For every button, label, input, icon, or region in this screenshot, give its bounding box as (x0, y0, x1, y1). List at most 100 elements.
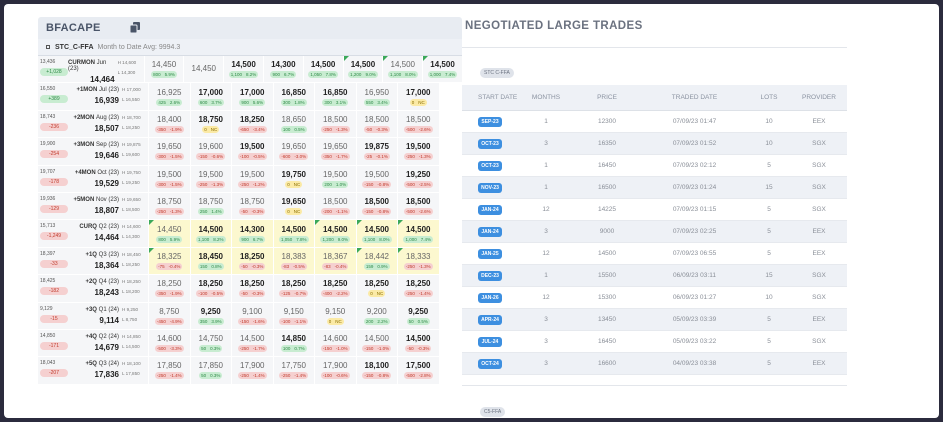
table-row[interactable]: JAN-24 12 14225 07/09/23 01:15 5 SGX (462, 199, 847, 221)
row-header[interactable]: 19,936 -129 +5MON Nov (23) 18,807 H 19,650 L … (38, 192, 148, 220)
price-cell[interactable]: 14,450 800 5.9% (149, 220, 190, 247)
price-cell[interactable]: 17,750 -250 -1.4% (273, 357, 314, 384)
price-cell[interactable]: 18,500 -500 -2.6% (398, 110, 439, 138)
price-cell[interactable]: 19,500 200 1.0% (315, 165, 356, 192)
copy-icon[interactable] (130, 22, 140, 33)
price-cell[interactable]: 14,500 1,000 7.4% (423, 56, 462, 83)
price-cell[interactable]: 9,150 -100 -1.1% (273, 302, 314, 329)
price-cell[interactable]: 9,250 50 0.5% (398, 302, 439, 329)
price-cell[interactable]: 18,750 -250 -1.3% (149, 192, 190, 220)
price-cell[interactable]: 14,450 800 5.9% (144, 56, 184, 83)
row-header[interactable]: 18,397 -33 +1Q Q3 (23) 18,364 H 18,450 L 18,2… (38, 247, 148, 275)
price-cell[interactable]: 16,850 300 1.8% (273, 83, 314, 110)
price-cell[interactable]: 18,250 -100 -0.5% (190, 275, 231, 302)
table-row[interactable]: OCT-23 1 16450 07/09/23 02:12 5 SGX (462, 155, 847, 177)
price-cell[interactable]: 19,500 -250 -1.3% (190, 165, 231, 192)
table-row[interactable]: OCT-23 3 16350 07/09/23 01:52 10 SGX (462, 133, 847, 155)
price-cell[interactable]: 18,100 -150 -0.8% (356, 357, 397, 384)
table-row[interactable]: JAN-26 12 15300 06/09/23 01:27 10 SGX (462, 287, 847, 309)
price-cell[interactable]: 18,500 -500 -2.6% (398, 192, 439, 220)
price-cell[interactable]: 9,200 200 2.2% (356, 302, 397, 329)
price-cell[interactable]: 18,367 -83 -0.4% (315, 247, 356, 275)
price-cell[interactable]: 19,500 -250 -1.3% (398, 138, 439, 165)
contract-tag-next[interactable]: C5-FFA (480, 407, 506, 417)
price-cell[interactable]: 18,325 -75 -0.4% (149, 247, 190, 275)
price-cell[interactable]: 19,650 -350 -1.7% (315, 138, 356, 165)
price-cell[interactable]: 14,500 1,000 7.4% (398, 220, 439, 247)
price-cell[interactable]: 18,383 -83 -0.5% (273, 247, 314, 275)
price-cell[interactable]: 18,250 -400 -2.2% (315, 275, 356, 302)
price-cell[interactable]: 18,250 -650 -3.4% (232, 110, 273, 138)
price-cell[interactable]: 14,600 -150 -1.0% (315, 329, 356, 357)
price-cell[interactable]: 19,500 -250 -1.2% (232, 165, 273, 192)
price-cell[interactable]: 14,500 -150 -1.0% (356, 329, 397, 357)
price-cell[interactable]: 17,000 900 5.6% (232, 83, 273, 110)
price-cell[interactable]: 18,400 -350 -1.9% (149, 110, 190, 138)
price-cell[interactable]: 17,500 -500 -2.8% (398, 357, 439, 384)
table-row[interactable]: OCT-24 3 16600 04/09/23 03:38 5 EEX (462, 353, 847, 375)
price-cell[interactable]: 14,500 1,050 7.8% (303, 56, 343, 83)
price-cell[interactable]: 18,750 0 NC (190, 110, 231, 138)
price-cell[interactable]: 18,250 -125 -0.7% (273, 275, 314, 302)
price-cell[interactable]: 14,500 1,200 9.0% (343, 56, 383, 83)
price-cell[interactable]: 14,500 1,100 8.2% (190, 220, 231, 247)
collapse-square-icon[interactable] (46, 45, 50, 49)
price-cell[interactable]: 18,250 -350 -1.9% (149, 275, 190, 302)
price-cell[interactable]: 17,000 600 3.7% (190, 83, 231, 110)
price-cell[interactable]: 8,750 -450 -4.9% (149, 302, 190, 329)
price-cell[interactable]: 19,500 -150 -0.8% (356, 165, 397, 192)
price-cell[interactable]: 14,750 50 0.3% (190, 329, 231, 357)
price-cell[interactable]: 19,500 -300 -1.5% (149, 165, 190, 192)
row-header[interactable]: 9,129 -15 +3Q Q1 (24) 9,114 H 9,250 L 8,750 (38, 302, 148, 329)
price-cell[interactable]: 17,850 50 0.3% (190, 357, 231, 384)
row-header[interactable]: 18,743 -236 +2MON Aug (23) 18,507 H 18,700 L … (38, 110, 148, 138)
price-cell[interactable]: 19,250 -500 -2.5% (398, 165, 439, 192)
row-header[interactable]: 18,425 -182 +2Q Q4 (23) 18,243 H 18,250 L 18,… (38, 275, 148, 302)
price-cell[interactable]: 18,250 -250 -1.4% (398, 275, 439, 302)
price-cell[interactable]: 19,500 -100 -0.5% (232, 138, 273, 165)
row-header[interactable]: 15,713 -1,249 CURQ Q2 (23) 14,464 H 14,600 L … (38, 220, 148, 247)
price-cell[interactable]: 14,500 1,100 8.0% (356, 220, 397, 247)
row-header[interactable]: 19,707 -178 +4MON Oct (23) 19,529 H 19,750 L … (38, 165, 148, 192)
price-cell[interactable]: 16,950 550 3.4% (356, 83, 397, 110)
price-cell[interactable]: 17,900 -100 -0.6% (315, 357, 356, 384)
price-cell[interactable]: 18,650 100 0.5% (273, 110, 314, 138)
price-cell[interactable]: 14,850 100 0.7% (273, 329, 314, 357)
table-row[interactable]: JUL-24 3 16450 05/09/23 03:22 5 SGX (462, 331, 847, 353)
table-row[interactable]: DEC-23 1 15500 06/09/23 03:11 15 SGX (462, 265, 847, 287)
price-cell[interactable]: 14,500 -50 -0.3% (398, 329, 439, 357)
price-cell[interactable]: 14,300 900 6.7% (263, 56, 303, 83)
row-header[interactable]: 18,043 -207 +5Q Q3 (24) 17,836 H 18,100 L 17,… (38, 357, 148, 384)
price-cell[interactable]: 14,500 -250 -1.7% (232, 329, 273, 357)
price-cell[interactable]: 9,100 -150 -1.6% (232, 302, 273, 329)
price-cell[interactable]: 18,333 -250 -1.3% (398, 247, 439, 275)
price-cell[interactable]: 14,300 900 6.7% (232, 220, 273, 247)
row-header[interactable]: 13,436 +1,028 CURMON Jun (23) 14,464 H 14,60… (38, 56, 144, 84)
row-header[interactable]: 19,900 -254 +3MON Sep (23) 19,646 H 19,875 L … (38, 138, 148, 165)
price-cell[interactable]: 17,000 0 NC (398, 83, 439, 110)
price-cell[interactable]: 19,650 -300 -1.5% (149, 138, 190, 165)
price-cell[interactable]: 9,150 0 NC (315, 302, 356, 329)
contract-tag[interactable]: STC C-FFA (480, 68, 514, 78)
price-cell[interactable]: 17,850 -250 -1.4% (149, 357, 190, 384)
table-row[interactable]: NOV-23 1 16500 07/09/23 01:24 15 SGX (462, 177, 847, 199)
price-cell[interactable]: 19,600 -150 -0.6% (190, 138, 231, 165)
price-cell[interactable]: 14,500 1,100 8.0% (383, 56, 423, 83)
price-cell[interactable]: 18,500 -200 -1.1% (315, 192, 356, 220)
price-cell[interactable]: 19,750 0 NC (273, 165, 314, 192)
table-row[interactable]: JAN-25 12 14500 07/09/23 06:55 5 EEX (462, 243, 847, 265)
table-row[interactable]: SEP-23 1 12300 07/09/23 01:47 10 EEX (462, 111, 847, 133)
price-cell[interactable]: 14,500 1,050 7.8% (273, 220, 314, 247)
price-cell[interactable]: 17,900 -250 -1.4% (232, 357, 273, 384)
price-cell[interactable]: 18,500 -150 -0.8% (356, 192, 397, 220)
contract-subheader[interactable]: STC_C-FFA Month to Date Avg: 9994.3 (38, 39, 462, 56)
table-row[interactable]: JAN-24 3 9000 07/09/23 02:25 5 EEX (462, 221, 847, 243)
price-cell[interactable]: 18,750 -50 -0.3% (232, 192, 273, 220)
price-cell[interactable]: 18,250 0 NC (356, 275, 397, 302)
price-cell[interactable]: 19,875 -25 -0.1% (356, 138, 397, 165)
price-cell[interactable]: 18,750 250 1.4% (190, 192, 231, 220)
price-cell[interactable]: 19,650 -600 -3.0% (273, 138, 314, 165)
table-row[interactable]: APR-24 3 13450 05/09/23 03:39 5 EEX (462, 309, 847, 331)
price-cell[interactable]: 14,500 1,200 9.0% (315, 220, 356, 247)
price-cell[interactable]: 14,600 -500 -3.3% (149, 329, 190, 357)
